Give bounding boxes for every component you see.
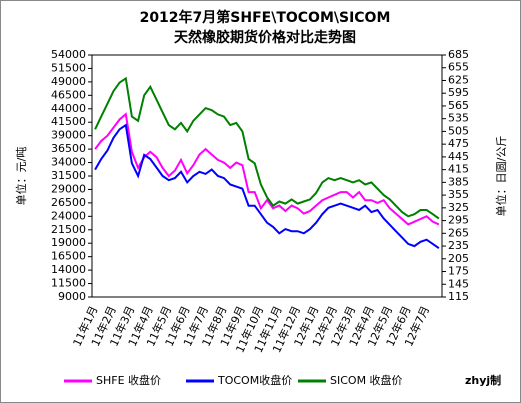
y-tick-label: 54000 <box>51 48 86 61</box>
y2-tick-label: 355 <box>448 188 469 201</box>
credit: zhyj制 <box>465 373 501 387</box>
series-line <box>94 112 440 226</box>
y2-tick-label: 415 <box>448 163 469 176</box>
y2-axis-label: 单位：日圆/公斤 <box>494 136 508 217</box>
y2-tick-label: 265 <box>448 226 469 239</box>
y-tick-label: 34000 <box>51 156 86 169</box>
y2-tick-label: 655 <box>448 61 469 74</box>
legend-label: SICOM 收盘价 <box>330 373 403 387</box>
y-tick-label: 19000 <box>51 236 86 249</box>
y-tick-label: 44000 <box>51 102 86 115</box>
y2-tick-label: 325 <box>448 201 469 214</box>
y-tick-label: 49000 <box>51 75 86 88</box>
series-line <box>94 76 440 220</box>
y-axis-label: 单位：元/吨 <box>14 147 28 206</box>
y-tick-label: 11500 <box>51 277 86 290</box>
y2-tick-label: 115 <box>448 290 469 303</box>
y2-tick-label: 235 <box>448 239 469 252</box>
y2-tick-label: 175 <box>448 265 469 278</box>
y2-tick-label: 595 <box>448 86 469 99</box>
y2-tick-label: 385 <box>448 175 469 188</box>
chart-title: 2012年7月第SHFE\TOCOM\SICOM <box>140 9 391 26</box>
y2-tick-label: 565 <box>448 99 469 112</box>
y2-tick-label: 535 <box>448 112 469 125</box>
legend-label: SHFE 收盘价 <box>96 373 161 387</box>
y-tick-label: 21500 <box>51 223 86 236</box>
y-tick-label: 46500 <box>51 88 86 101</box>
y-tick-label: 14000 <box>51 263 86 276</box>
y2-tick-label: 295 <box>448 214 469 227</box>
legend-label: TOCOM收盘价 <box>217 373 292 387</box>
y2-tick-label: 505 <box>448 124 469 137</box>
series-line <box>94 123 440 250</box>
y2-tick-label: 625 <box>448 73 469 86</box>
y-tick-label: 16500 <box>51 250 86 263</box>
y2-tick-label: 205 <box>448 252 469 265</box>
y-tick-label: 24000 <box>51 209 86 222</box>
y2-tick-label: 685 <box>448 48 469 61</box>
y-tick-label: 36500 <box>51 142 86 155</box>
y2-tick-label: 145 <box>448 277 469 290</box>
y-tick-label: 39000 <box>51 129 86 142</box>
y-tick-label: 41500 <box>51 115 86 128</box>
y2-tick-label: 475 <box>448 137 469 150</box>
y-tick-label: 29000 <box>51 182 86 195</box>
y-tick-label: 9000 <box>58 290 86 303</box>
chart-subtitle: 天然橡胶期货价格对比走势图 <box>174 29 356 46</box>
y-tick-label: 51500 <box>51 61 86 74</box>
y2-tick-label: 445 <box>448 150 469 163</box>
y-tick-label: 31500 <box>51 169 86 182</box>
y-tick-label: 26500 <box>51 196 86 209</box>
